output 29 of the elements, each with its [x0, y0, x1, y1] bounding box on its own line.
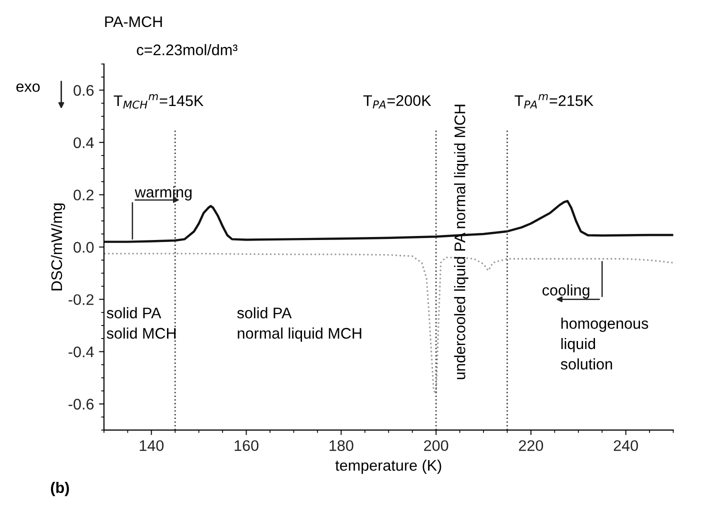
annotation: cooling [542, 284, 590, 299]
annotation: solid PA normal liquid MCH [237, 307, 362, 342]
x-tick-label: 160 [234, 440, 258, 452]
y-tick-label: -0.4 [68, 346, 94, 358]
x-axis-title: temperature (K) [335, 460, 442, 474]
text: exo [16, 84, 40, 92]
x-tick-label: 180 [330, 440, 354, 452]
ref-line-label: T$_{PA}$=200K [363, 95, 432, 108]
x-tick-label: 140 [140, 440, 164, 452]
y-tick-label: 0.2 [74, 190, 94, 200]
y-tick-label: 0.6 [74, 85, 94, 96]
x-tick-label: 240 [614, 440, 638, 452]
chart-subtitle: c=2.23mol/dm³ [136, 44, 238, 56]
annotation: warming [134, 186, 192, 201]
y-tick-label: 0.4 [74, 137, 94, 148]
annotation: homogenous liquid solution [560, 318, 648, 370]
x-tick-label: 220 [518, 440, 544, 452]
y-tick-label: 0.0 [74, 242, 94, 253]
line-series [104, 252, 674, 394]
y-axis-title: DSC/mW/mg [50, 203, 66, 290]
ref-line-label: T$_{PA}$$^{m}$=215K [514, 94, 594, 108]
y-tick-label: -0.2 [68, 294, 94, 306]
x-tick-label: 200 [424, 440, 448, 452]
y-tick-label: -0.6 [68, 398, 94, 410]
chart-title: PA-MCH [105, 16, 162, 28]
ref-line-label: T$_{MCH}$$^{m}$=145K [114, 94, 204, 109]
annotation: undercooled liquid PA normal liquid MCH [454, 104, 468, 380]
annotation: solid PA solid MCH [106, 307, 176, 339]
text: (b) [50, 482, 69, 496]
